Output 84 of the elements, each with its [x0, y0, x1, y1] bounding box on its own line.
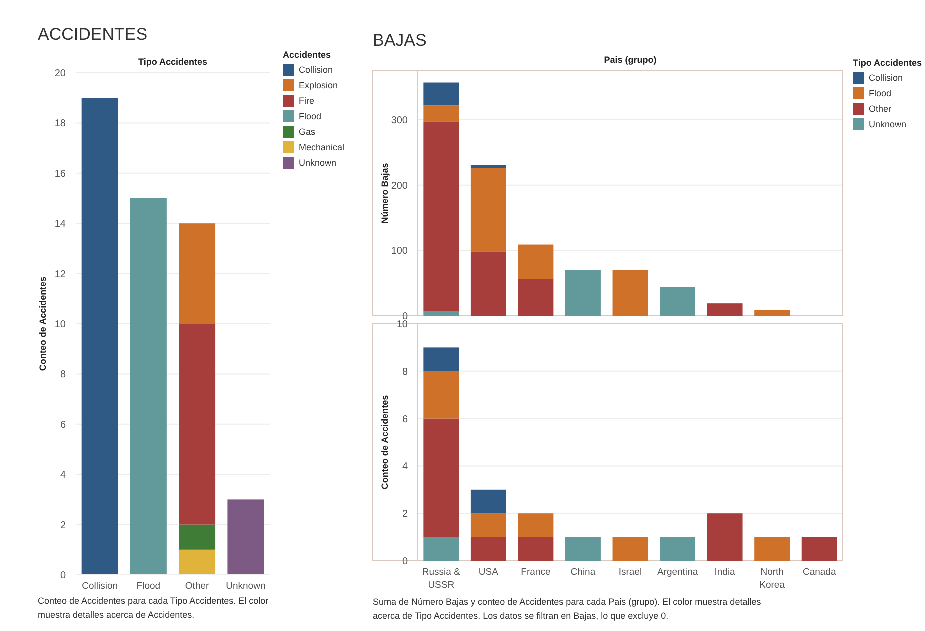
x-tick-label: Argentina — [657, 567, 699, 578]
bar — [470, 168, 506, 252]
bar — [754, 310, 790, 316]
bar — [754, 537, 790, 561]
legend-label: Flood — [869, 88, 892, 99]
chart-title: BAJAS — [373, 31, 427, 50]
x-tick-label: USA — [478, 567, 500, 578]
legend-title: Accidentes — [283, 50, 332, 60]
bar — [518, 279, 554, 316]
bar — [424, 348, 460, 372]
bar — [612, 537, 648, 561]
bar — [470, 490, 506, 514]
x-tick-label: Other — [185, 581, 210, 592]
x-tick-label: Israel — [618, 567, 642, 578]
y-tick-label: 10 — [396, 320, 408, 330]
x-tick-label: Russia & USSR — [422, 567, 462, 591]
chart-title: ACCIDENTES — [38, 25, 148, 44]
y-tick-label: 100 — [391, 246, 408, 258]
bar — [518, 514, 554, 538]
bar — [424, 537, 460, 561]
text: Suma de Número Bajas y conteo de Accidentes para cada Pais (grupo). El color muestra detalles acerca de Tipo Accidentes. Los datos se filtran en Bajas, lo que excluye 0. — [373, 597, 762, 621]
y-tick-label: 14 — [54, 219, 66, 230]
bar — [424, 122, 460, 312]
bar — [518, 244, 554, 280]
bar — [424, 371, 460, 419]
y-tick-label: 300 — [391, 116, 408, 126]
x-tick-label: China — [570, 567, 596, 578]
legend-label: Collision — [299, 65, 334, 76]
x-tick-label: France — [521, 567, 551, 578]
y-tick-label: 200 — [391, 180, 408, 192]
legend-label: Explosion — [299, 80, 338, 91]
legend-label: Flood — [299, 112, 322, 122]
y-tick-label: 4 — [402, 462, 408, 473]
legend-label: Unknown — [869, 120, 907, 130]
x-tick-label: Collision — [82, 581, 118, 592]
y-axis-title: Conteo de Accidentes — [380, 395, 390, 490]
bar — [470, 165, 506, 168]
bar — [565, 270, 601, 316]
y-tick-label: 0 — [402, 556, 408, 568]
x-tick-label: Flood — [136, 581, 161, 592]
bar — [565, 537, 601, 561]
y-tick-label: 2 — [402, 509, 408, 520]
y-tick-label: 0 — [60, 570, 66, 582]
legend-label: Mechanical — [299, 142, 345, 153]
bar — [518, 537, 554, 561]
x-tick-label: India — [714, 567, 736, 578]
bar — [660, 537, 696, 561]
bar — [470, 537, 506, 561]
y-tick-label: 2 — [60, 520, 66, 532]
y-tick-label: 8 — [402, 366, 408, 378]
bar — [660, 287, 696, 316]
y-tick-label: 8 — [60, 370, 66, 381]
text: Conteo de Accidentes para cada Tipo Accidentes. El color muestra detalles acerca de Accidentes. — [38, 596, 269, 620]
legend-label: Unknown — [299, 158, 337, 168]
bar — [802, 537, 838, 561]
bar — [424, 418, 460, 538]
bar — [612, 270, 648, 316]
bar — [707, 514, 743, 561]
y-axis-title: Número Bajas — [380, 163, 390, 224]
legend-label: Fire — [299, 96, 314, 106]
y-tick-label: 6 — [402, 414, 408, 426]
y-tick-label: 20 — [54, 68, 66, 80]
legend-label: Gas — [299, 127, 316, 138]
y-tick-label: 6 — [60, 420, 66, 431]
bar — [424, 82, 460, 106]
bar — [707, 304, 743, 316]
legend-label: Other — [869, 104, 892, 114]
bar — [470, 252, 506, 316]
y-tick-label: 4 — [60, 470, 66, 482]
y-tick-label: 12 — [54, 269, 66, 280]
bar — [470, 514, 506, 538]
x-axis-title: Pais (grupo) — [604, 55, 657, 65]
y-tick-label: 18 — [54, 118, 66, 130]
legend-label: Collision — [869, 73, 904, 84]
x-tick-label: North Korea — [760, 567, 786, 591]
x-tick-label: Unknown — [226, 581, 266, 592]
bar — [424, 106, 460, 122]
y-tick-label: 10 — [54, 320, 66, 330]
y-tick-label: 16 — [54, 168, 66, 180]
y-axis-title: Conteo de Accidentes — [38, 276, 48, 372]
x-tick-label: Canada — [802, 567, 837, 578]
bar — [424, 311, 460, 316]
legend-title: Tipo Accidentes — [853, 58, 922, 68]
x-axis-title: Tipo Accidentes — [138, 57, 208, 67]
